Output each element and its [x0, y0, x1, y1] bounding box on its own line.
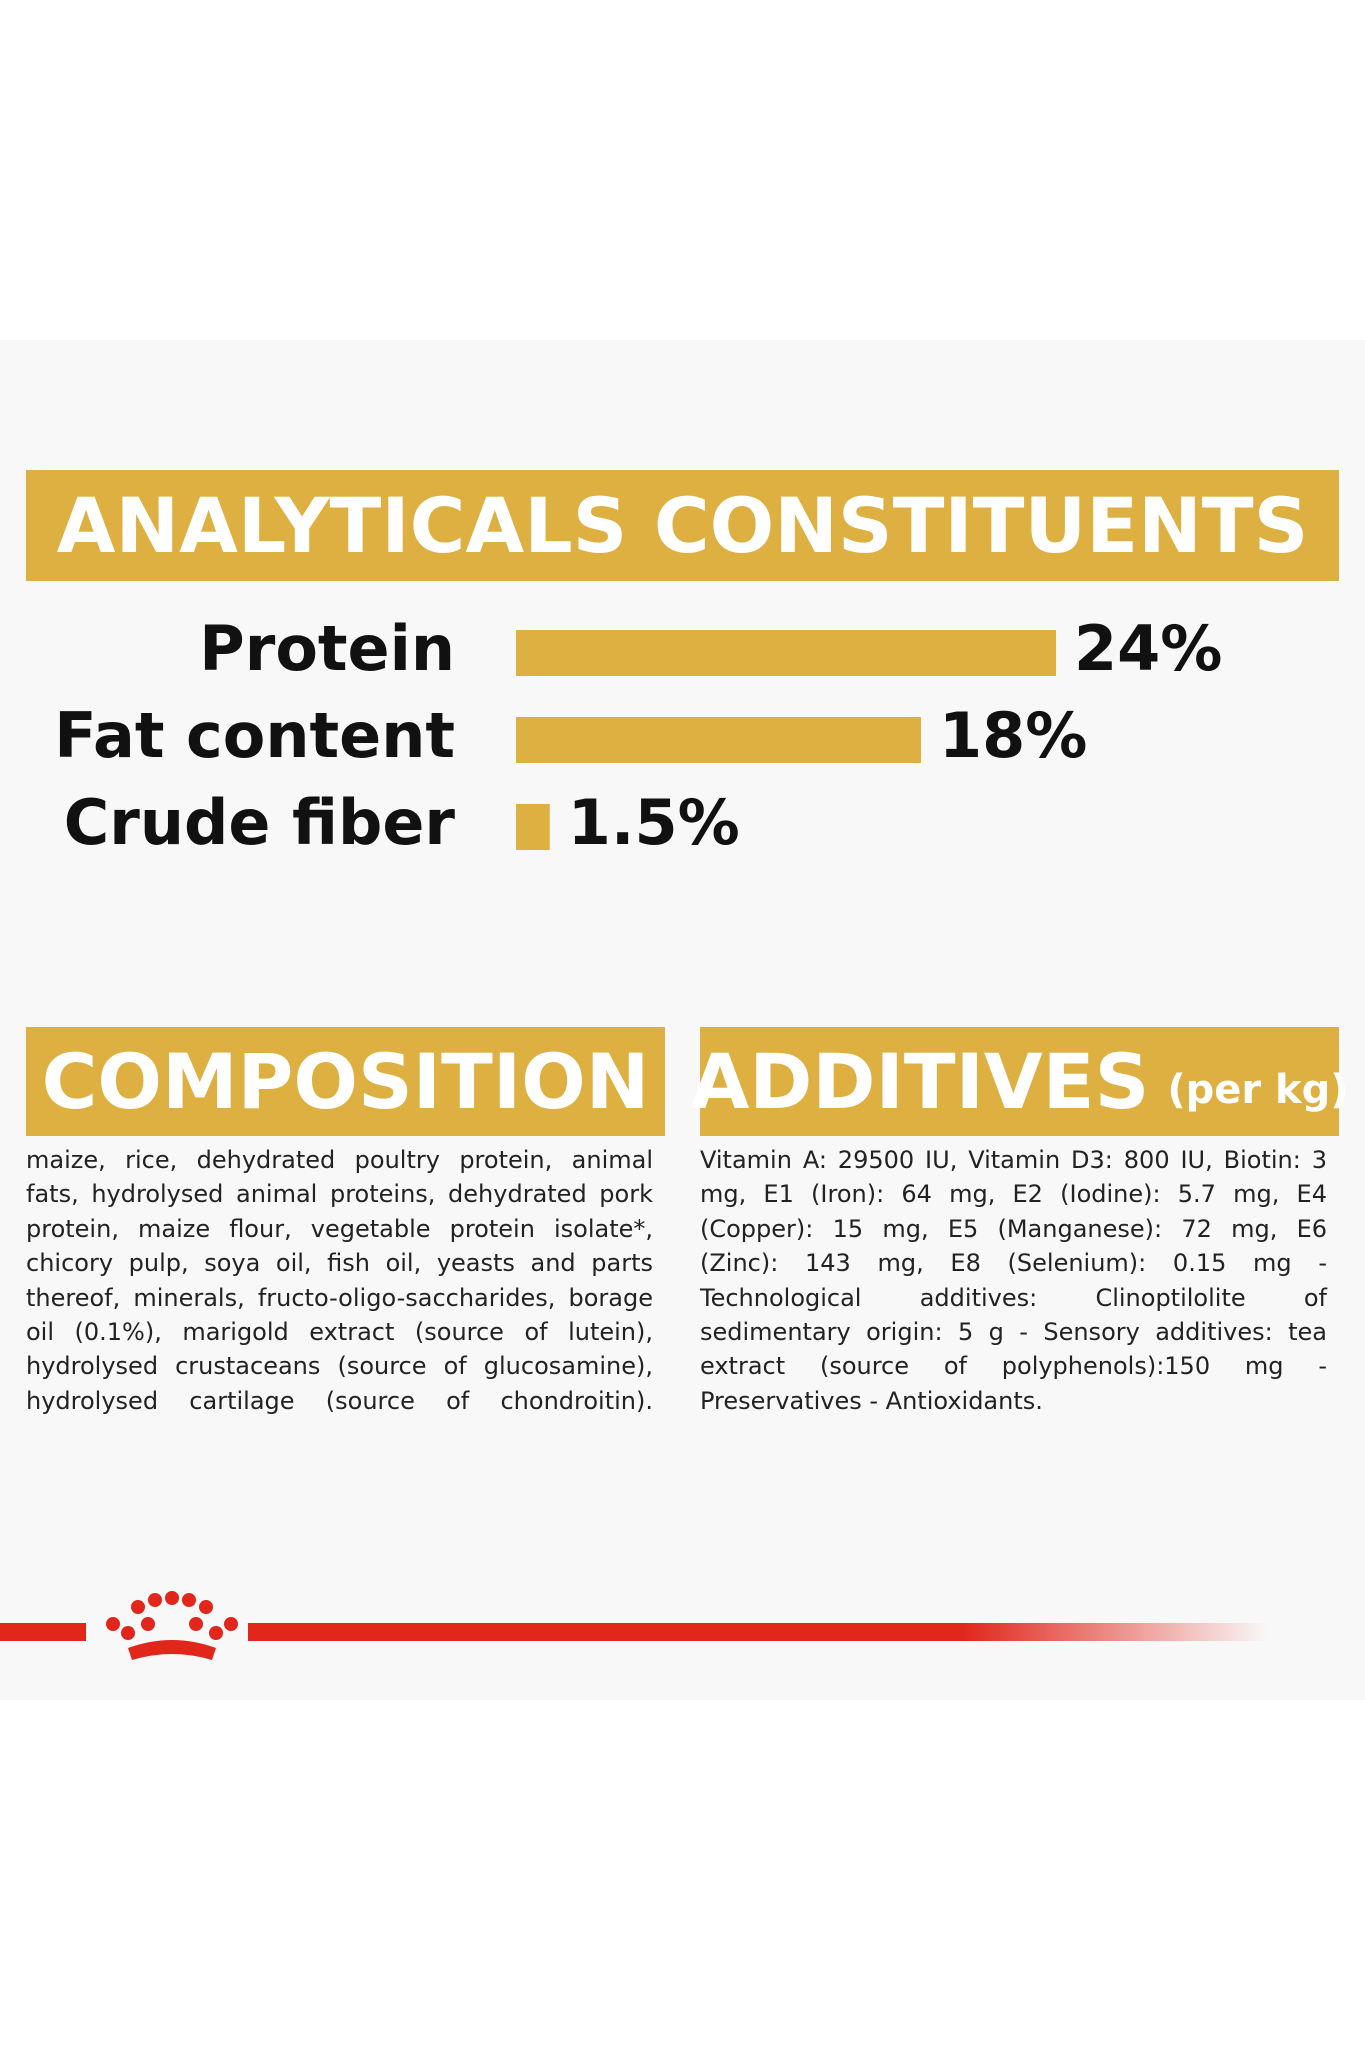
category-label: Protein — [199, 612, 455, 685]
composition-text: maize, rice, dehydrated poultry protein,… — [26, 1146, 653, 1415]
chart-title: ANALYTICALS CONSTITUENTS — [56, 481, 1309, 570]
additives-text: Vitamin A: 29500 IU, Vitamin D3: 800 IU,… — [700, 1146, 1327, 1415]
category-label: Fat content — [54, 699, 455, 772]
brand-footer — [0, 1591, 1268, 1660]
bar — [516, 717, 921, 763]
red-line — [0, 1623, 86, 1641]
red-line — [248, 1623, 1268, 1641]
composition-band: COMPOSITION — [26, 1027, 665, 1136]
bar — [516, 630, 1056, 676]
value-label: 18% — [939, 699, 1087, 772]
crown-logo — [106, 1591, 238, 1660]
additives-band: ADDITIVES (per kg) — [690, 1027, 1349, 1136]
title-band: ANALYTICALS CONSTITUENTS — [26, 470, 1339, 581]
category-label: Crude fiber — [64, 786, 456, 859]
bar — [516, 804, 550, 850]
composition-title: COMPOSITION — [41, 1037, 650, 1126]
chart: Protein 24% Fat content 18% Crude fiber 1.5% — [54, 612, 1222, 859]
value-label: 24% — [1074, 612, 1222, 685]
additives-subtitle: (per kg) — [1167, 1066, 1349, 1113]
value-label: 1.5% — [568, 786, 740, 859]
additives-title: ADDITIVES — [690, 1037, 1150, 1126]
